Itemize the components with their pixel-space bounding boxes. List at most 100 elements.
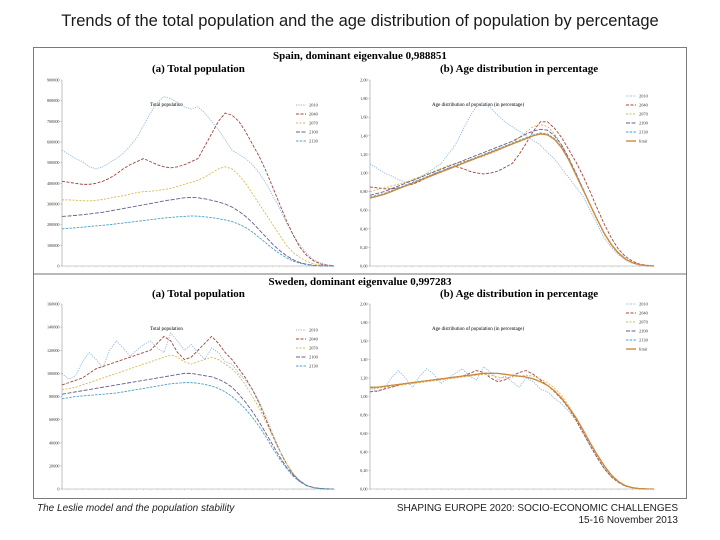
series-line-2100	[370, 372, 655, 490]
sweden-age-chart: 0,00 0,20 0,40 0,60 0,80 1,00 1,20 1,40 1,60 1,80…	[360, 302, 655, 493]
chart-inner-title: Total population	[150, 327, 183, 332]
legend-label-2100: 2100	[309, 355, 319, 360]
footer-conference: SHAPING EUROPE 2020: SOCIO-ECONOMIC CHAL…	[396, 503, 678, 514]
y-tick-label: 0	[57, 487, 59, 492]
spain-age-heading: (b) Age distribution in percentage	[440, 63, 598, 75]
series-line-2040	[369, 370, 655, 490]
series-line-2010	[61, 96, 335, 267]
legend-label-2010: 2010	[309, 328, 319, 333]
y-tick-label: 1,00	[360, 394, 367, 400]
legend-label-2010: 2010	[309, 103, 319, 108]
y-tick-label: 1,00	[360, 171, 367, 177]
y-tick-label: 0,40	[360, 226, 367, 232]
chart-inner-title: Total population	[150, 103, 183, 108]
legend-label-limit: limit	[639, 347, 648, 352]
y-tick-label: 0,60	[360, 208, 367, 214]
y-tick-label: 0,80	[360, 413, 367, 419]
y-tick-label: 0,20	[360, 245, 367, 251]
y-tick-label: 100000	[47, 243, 60, 248]
sweden-age-heading: (b) Age distribution in percentage	[440, 288, 598, 300]
y-tick-label: 0	[57, 264, 59, 269]
y-tick-label: 140000	[47, 325, 60, 330]
legend-label-2070: 2070	[309, 121, 319, 126]
y-tick-label: 1,20	[360, 376, 367, 382]
legend-label-2040: 2040	[309, 337, 319, 342]
series-line-limit	[369, 133, 655, 267]
slide-title: Trends of the total population and the a…	[61, 12, 659, 30]
legend-label-2040: 2040	[309, 112, 319, 117]
legend-label-2100: 2100	[639, 121, 649, 126]
y-tick-label: 2,00	[360, 78, 367, 84]
y-tick-label: 100000	[47, 371, 60, 376]
y-tick-label: 0,60	[360, 431, 367, 437]
y-tick-label: 0,20	[360, 468, 367, 474]
y-tick-label: 700000	[47, 119, 60, 124]
legend-label-2010: 2010	[639, 302, 649, 307]
spain-age-chart: 0,00 0,20 0,40 0,60 0,80 1,00 1,20 1,40 1,60 1,80…	[360, 78, 655, 270]
y-tick-label: 1,80	[360, 320, 367, 326]
spain-total-chart: 0 100000 200000 300000 400000 500000 600000 700…	[47, 78, 335, 269]
legend-label-2070: 2070	[639, 320, 649, 325]
series-line-2100	[369, 128, 655, 267]
legend-label-2010: 2010	[639, 94, 649, 99]
y-tick-label: 1,60	[360, 115, 367, 121]
y-tick-label: 60000	[49, 417, 59, 422]
y-tick-label: 600000	[47, 140, 60, 145]
y-tick-label: 1,40	[360, 133, 367, 139]
series-line-2100	[61, 372, 335, 490]
legend-label-2130: 2130	[639, 338, 649, 343]
y-tick-label: 0,00	[360, 264, 367, 270]
footer-right: SHAPING EUROPE 2020: SOCIO-ECONOMIC CHAL…	[397, 503, 678, 527]
y-tick-label: 2,00	[360, 302, 367, 308]
chart-inner-title: Age distribution of population (in perce…	[432, 327, 524, 332]
legend-label-2130: 2130	[639, 130, 649, 135]
y-tick-label: 40000	[49, 440, 59, 445]
spain-country-title: Spain, dominant eigenvalue 0,988851	[273, 50, 447, 62]
series-line-2070	[62, 166, 335, 267]
y-tick-label: 1,20	[360, 152, 367, 158]
y-tick-label: 0,80	[360, 189, 367, 195]
y-tick-label: 300000	[47, 202, 60, 207]
series-line-2070	[61, 354, 335, 490]
y-tick-label: 120000	[47, 348, 60, 353]
y-tick-label: 1,80	[360, 96, 367, 102]
y-tick-label: 900000	[47, 78, 60, 83]
legend-label-2040: 2040	[639, 311, 649, 316]
chart-inner-title: Age distribution of population (in perce…	[432, 103, 524, 108]
series-line-2130	[370, 372, 655, 490]
y-tick-label: 0,40	[360, 450, 367, 456]
series-line-2070	[369, 373, 655, 490]
y-tick-label: 500000	[47, 160, 60, 165]
series-line-2010	[369, 103, 655, 267]
legend-label-2100: 2100	[309, 130, 319, 135]
series-line-2040	[61, 112, 335, 267]
legend-label-2070: 2070	[309, 346, 319, 351]
legend-label-limit: limit	[639, 139, 648, 144]
y-tick-label: 200000	[47, 222, 60, 227]
y-tick-label: 1,60	[360, 339, 367, 345]
series-line-limit	[370, 372, 655, 490]
y-tick-label: 160000	[47, 302, 60, 307]
y-tick-label: 20000	[49, 463, 59, 468]
series-line-2130	[61, 215, 335, 267]
figure-box: Spain, dominant eigenvalue 0,988851 (a) …	[33, 47, 687, 499]
series-line-2040	[369, 121, 655, 267]
series-line-2010	[61, 332, 335, 490]
series-line-2100	[61, 196, 335, 267]
sweden-total-heading: (a) Total population	[152, 288, 245, 300]
legend-label-2130: 2130	[309, 364, 319, 369]
y-tick-label: 800000	[47, 98, 60, 103]
series-line-2130	[61, 382, 335, 490]
series-line-2010	[369, 366, 655, 490]
series-line-2130	[369, 132, 655, 267]
legend-label-2100: 2100	[639, 329, 649, 334]
legend-label-2130: 2130	[309, 139, 319, 144]
series-line-2040	[61, 335, 335, 490]
legend-label-2070: 2070	[639, 112, 649, 117]
figure-svg: Spain, dominant eigenvalue 0,988851 (a) …	[34, 50, 686, 493]
sweden-total-chart: 0 20000 40000 60000 80000 100000 120000 140000 1…	[47, 302, 335, 492]
y-tick-label: 80000	[49, 394, 59, 399]
legend-label-2040: 2040	[639, 103, 649, 108]
spain-total-heading: (a) Total population	[152, 63, 245, 75]
footer-left: The Leslie model and the population stab…	[37, 503, 235, 514]
